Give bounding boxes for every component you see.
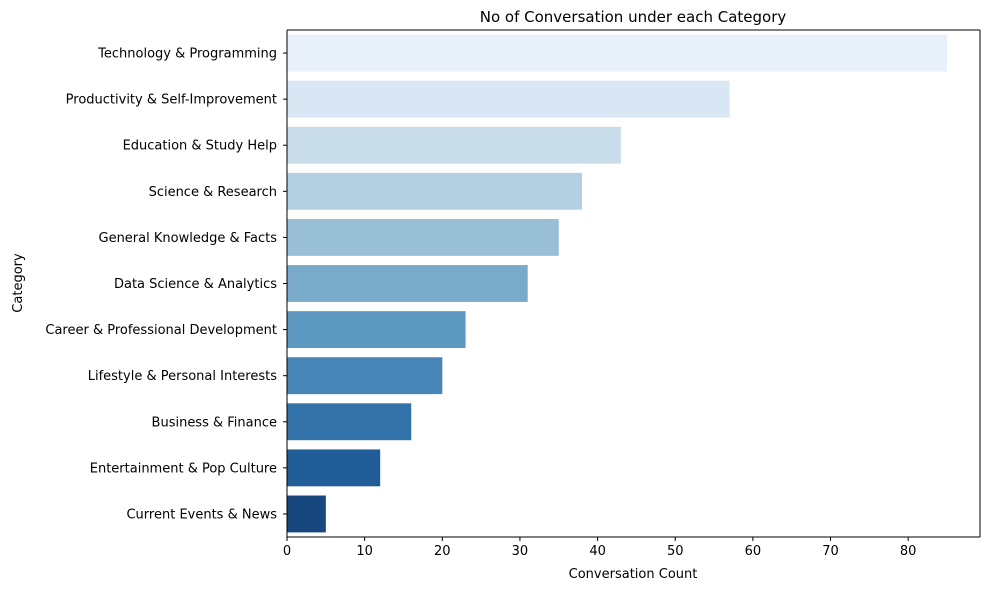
category-label-lifestyle-and-personal-interests: Lifestyle & Personal Interests bbox=[88, 369, 277, 384]
category-label-current-events-and-news: Current Events & News bbox=[126, 507, 277, 522]
x-tick-label: 40 bbox=[589, 544, 606, 559]
category-label-career-and-professional-development: Career & Professional Development bbox=[45, 323, 277, 338]
x-tick-label: 0 bbox=[283, 544, 291, 559]
x-tick-label: 30 bbox=[512, 544, 529, 559]
x-tick-label: 20 bbox=[434, 544, 451, 559]
category-label-business-and-finance: Business & Finance bbox=[152, 415, 277, 430]
x-tick-label: 50 bbox=[667, 544, 684, 559]
category-label-education-and-study-help: Education & Study Help bbox=[123, 139, 277, 154]
axes-frame bbox=[286, 29, 981, 538]
chart-title: No of Conversation under each Category bbox=[480, 8, 787, 26]
x-axis-label: Conversation Count bbox=[569, 567, 698, 582]
bar-data-science-and-analytics bbox=[287, 265, 528, 302]
bar-entertainment-and-pop-culture bbox=[287, 449, 381, 487]
bar-current-events-and-news bbox=[287, 495, 326, 533]
x-ticks-group: 0 10 20 30 40 50 60 70 80 bbox=[283, 537, 917, 559]
y-axis-label: Category bbox=[11, 253, 26, 313]
category-label-technology-and-programming: Technology & Programming bbox=[97, 47, 277, 62]
x-tick-label: 10 bbox=[356, 544, 373, 559]
category-label-entertainment-and-pop-culture: Entertainment & Pop Culture bbox=[90, 461, 277, 476]
x-tick-label: 70 bbox=[822, 544, 839, 559]
bar-technology-and-programming bbox=[287, 34, 947, 72]
bar-career-and-professional-development bbox=[287, 311, 466, 349]
category-label-productivity-and-self-improvement: Productivity & Self-Improvement bbox=[66, 93, 277, 108]
bar-lifestyle-and-personal-interests bbox=[287, 357, 443, 395]
category-label-general-knowledge-and-facts: General Knowledge & Facts bbox=[99, 231, 278, 246]
category-label-data-science-and-analytics: Data Science & Analytics bbox=[114, 277, 277, 292]
category-label-science-and-research: Science & Research bbox=[149, 185, 277, 200]
bars-group bbox=[287, 34, 947, 533]
x-tick-label: 60 bbox=[745, 544, 762, 559]
x-tick-label: 80 bbox=[900, 544, 917, 559]
bar-science-and-research bbox=[287, 172, 583, 210]
category-labels-group: Technology & Programming Productivity & S… bbox=[45, 47, 287, 522]
bar-education-and-study-help bbox=[287, 126, 621, 164]
bar-business-and-finance bbox=[287, 403, 412, 441]
bar-general-knowledge-and-facts bbox=[287, 218, 559, 256]
bar-productivity-and-self-improvement bbox=[287, 80, 730, 118]
